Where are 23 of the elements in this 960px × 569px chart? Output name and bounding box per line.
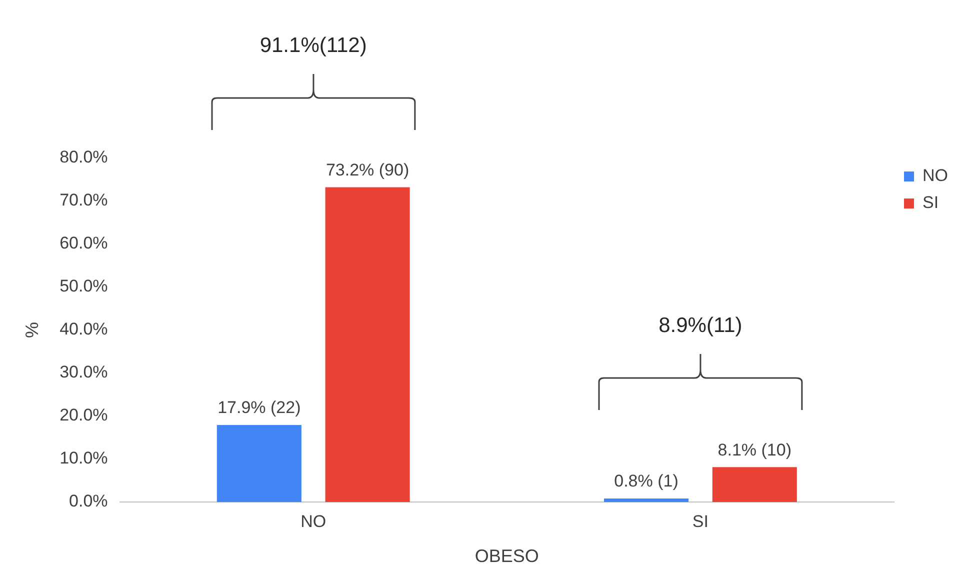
data-label: 8.1% (10) — [718, 440, 792, 460]
x-axis-title: OBESO — [474, 546, 539, 566]
y-tick-label: 60.0% — [60, 234, 108, 253]
y-tick-label: 40.0% — [60, 320, 108, 339]
y-tick-label: 10.0% — [60, 448, 108, 468]
legend-label: SI — [922, 193, 939, 212]
bar — [325, 187, 410, 502]
text: 91.1%(112) — [258, 34, 368, 58]
y-tick-label: 20.0% — [60, 406, 108, 425]
y-axis-title: % — [22, 322, 42, 338]
y-tick-label: 50.0% — [60, 276, 108, 296]
data-label: 73.2% (90) — [326, 160, 410, 180]
bar — [712, 467, 797, 502]
data-label: 0.8% (1) — [614, 472, 678, 491]
data-label: 17.9% (22) — [218, 398, 301, 418]
annotation: 8.9%(11) — [658, 314, 744, 338]
y-tick-label: 80.0% — [60, 148, 108, 167]
legend-label: NO — [922, 166, 948, 186]
y-tick-label: 0.0% — [69, 492, 108, 511]
y-tick-label: 30.0% — [60, 362, 108, 382]
bar — [604, 498, 689, 502]
y-tick-label: 70.0% — [60, 190, 108, 210]
bar — [216, 425, 302, 502]
